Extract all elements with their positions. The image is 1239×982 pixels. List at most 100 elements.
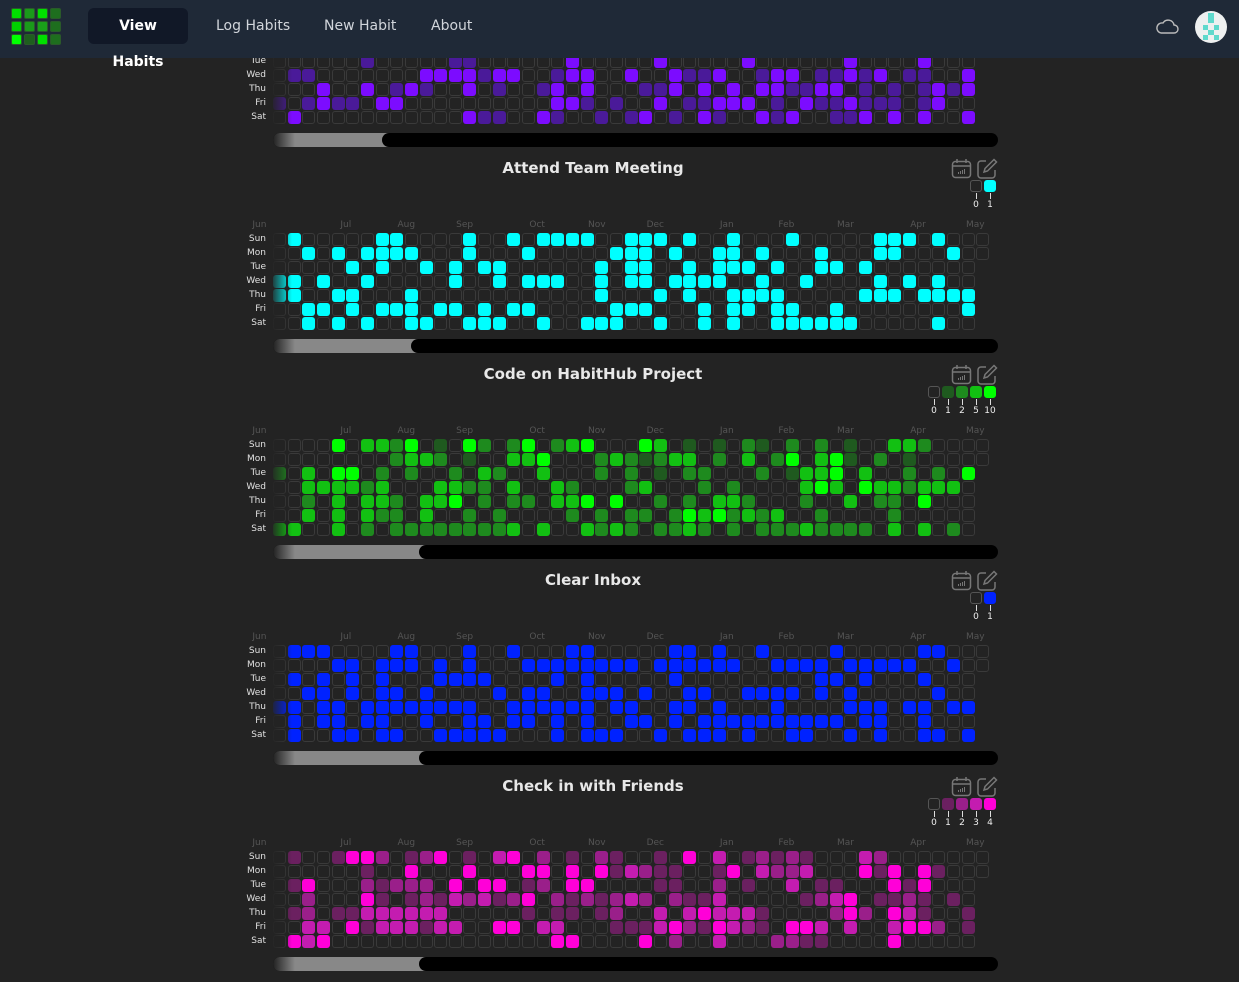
day-cell[interactable]	[844, 701, 858, 714]
day-cell[interactable]	[829, 467, 843, 480]
day-cell[interactable]	[463, 921, 477, 934]
day-cell[interactable]	[316, 303, 330, 316]
day-cell[interactable]	[434, 453, 448, 466]
day-cell[interactable]	[668, 701, 682, 714]
day-cell[interactable]	[785, 907, 799, 920]
day-cell[interactable]	[683, 715, 697, 728]
day-cell[interactable]	[316, 659, 330, 672]
day-cell[interactable]	[580, 233, 594, 246]
day-cell[interactable]	[404, 317, 418, 330]
day-cell[interactable]	[302, 673, 316, 686]
day-cell[interactable]	[448, 275, 462, 288]
day-cell[interactable]	[697, 439, 711, 452]
day-cell[interactable]	[873, 645, 887, 658]
day-cell[interactable]	[448, 247, 462, 260]
day-cell[interactable]	[815, 645, 829, 658]
day-cell[interactable]	[375, 509, 389, 522]
day-cell[interactable]	[697, 481, 711, 494]
day-cell[interactable]	[771, 851, 785, 864]
day-cell[interactable]	[375, 729, 389, 742]
day-cell[interactable]	[932, 865, 946, 878]
day-cell[interactable]	[668, 715, 682, 728]
day-cell[interactable]	[448, 645, 462, 658]
day-cell[interactable]	[316, 97, 330, 110]
day-cell[interactable]	[536, 523, 550, 536]
day-cell[interactable]	[639, 935, 653, 948]
day-cell[interactable]	[404, 893, 418, 906]
day-cell[interactable]	[448, 467, 462, 480]
day-cell[interactable]	[316, 935, 330, 948]
day-cell[interactable]	[756, 893, 770, 906]
day-cell[interactable]	[639, 69, 653, 82]
day-cell[interactable]	[302, 509, 316, 522]
day-cell[interactable]	[507, 645, 521, 658]
day-cell[interactable]	[902, 481, 916, 494]
day-cell[interactable]	[815, 467, 829, 480]
day-cell[interactable]	[448, 851, 462, 864]
day-cell[interactable]	[419, 83, 433, 96]
day-cell[interactable]	[419, 715, 433, 728]
day-cell[interactable]	[932, 275, 946, 288]
day-cell[interactable]	[463, 851, 477, 864]
day-cell[interactable]	[507, 715, 521, 728]
day-cell[interactable]	[771, 715, 785, 728]
day-cell[interactable]	[873, 247, 887, 260]
day-cell[interactable]	[492, 275, 506, 288]
day-cell[interactable]	[316, 701, 330, 714]
day-cell[interactable]	[756, 303, 770, 316]
day-cell[interactable]	[346, 935, 360, 948]
day-cell[interactable]	[536, 701, 550, 714]
day-cell[interactable]	[844, 921, 858, 934]
day-cell[interactable]	[507, 935, 521, 948]
day-cell[interactable]	[507, 523, 521, 536]
day-cell[interactable]	[873, 261, 887, 274]
day-cell[interactable]	[478, 935, 492, 948]
day-cell[interactable]	[888, 233, 902, 246]
day-cell[interactable]	[712, 729, 726, 742]
day-cell[interactable]	[478, 83, 492, 96]
day-cell[interactable]	[404, 907, 418, 920]
day-cell[interactable]	[375, 453, 389, 466]
day-cell[interactable]	[727, 673, 741, 686]
day-cell[interactable]	[800, 261, 814, 274]
day-cell[interactable]	[668, 481, 682, 494]
day-cell[interactable]	[829, 921, 843, 934]
day-cell[interactable]	[712, 509, 726, 522]
day-cell[interactable]	[741, 935, 755, 948]
day-cell[interactable]	[683, 701, 697, 714]
day-cell[interactable]	[683, 509, 697, 522]
day-cell[interactable]	[609, 645, 623, 658]
day-cell[interactable]	[873, 275, 887, 288]
day-cell[interactable]	[961, 453, 975, 466]
day-cell[interactable]	[859, 453, 872, 466]
day-cell[interactable]	[873, 907, 887, 920]
day-cell[interactable]	[419, 935, 433, 948]
day-cell[interactable]	[902, 261, 916, 274]
day-cell[interactable]	[302, 935, 316, 948]
day-cell[interactable]	[566, 453, 579, 466]
day-cell[interactable]	[463, 481, 477, 494]
day-cell[interactable]	[316, 69, 330, 82]
day-cell[interactable]	[551, 261, 565, 274]
day-cell[interactable]	[815, 289, 829, 302]
day-cell[interactable]	[595, 659, 609, 672]
day-cell[interactable]	[507, 701, 521, 714]
day-cell[interactable]	[360, 317, 374, 330]
day-cell[interactable]	[741, 729, 755, 742]
day-cell[interactable]	[668, 879, 682, 892]
day-cell[interactable]	[727, 261, 741, 274]
day-cell[interactable]	[448, 303, 462, 316]
day-cell[interactable]	[448, 481, 462, 494]
day-cell[interactable]	[316, 921, 330, 934]
day-cell[interactable]	[536, 495, 550, 508]
day-cell[interactable]	[390, 233, 404, 246]
day-cell[interactable]	[478, 865, 492, 878]
day-cell[interactable]	[727, 715, 741, 728]
day-cell[interactable]	[961, 523, 975, 536]
day-cell[interactable]	[375, 303, 389, 316]
day-cell[interactable]	[375, 851, 389, 864]
day-cell[interactable]	[756, 233, 770, 246]
day-cell[interactable]	[522, 645, 536, 658]
day-cell[interactable]	[756, 495, 770, 508]
day-cell[interactable]	[873, 729, 887, 742]
